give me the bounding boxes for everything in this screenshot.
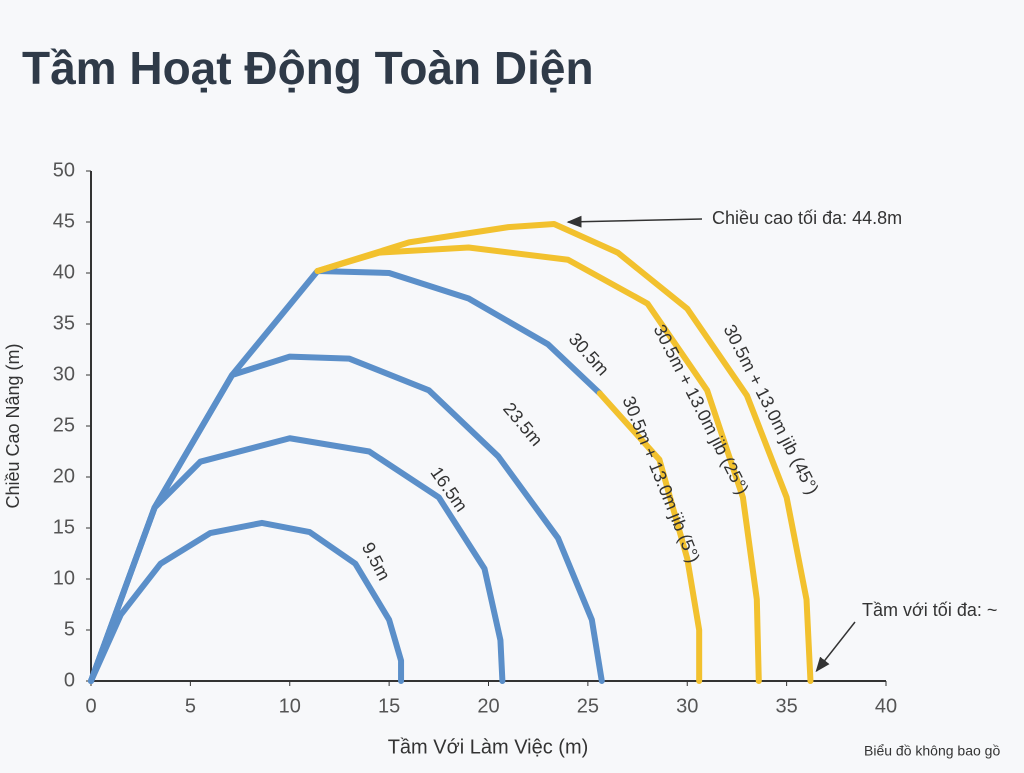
annotation-arrow <box>566 215 703 228</box>
y-tick-label: 0 <box>64 669 75 691</box>
x-tick-label: 30 <box>676 695 698 717</box>
y-tick-label: 10 <box>53 567 75 589</box>
x-tick-label: 25 <box>577 695 599 717</box>
x-tick-label: 40 <box>875 695 897 717</box>
x-tick-label: 20 <box>477 695 499 717</box>
y-tick-label: 20 <box>53 465 75 487</box>
series-label: 30.5m + 13.0m jib (5°) <box>619 393 704 565</box>
annotation: Chiều cao tối đa: 44.8m <box>712 208 902 228</box>
y-tick-label: 40 <box>53 261 75 283</box>
x-tick-label: 15 <box>378 695 400 717</box>
annotation: Tầm với tối đa: ~ <box>862 600 997 620</box>
y-tick-label: 30 <box>53 363 75 385</box>
series-line <box>88 353 605 684</box>
series-line <box>88 267 603 684</box>
series-label: 16.5m <box>426 463 471 515</box>
y-tick-label: 25 <box>53 414 75 436</box>
y-tick-label: 15 <box>53 516 75 538</box>
footnote: Biểu đồ không bao gồ <box>864 743 1000 759</box>
annotation-arrow <box>815 621 856 673</box>
series-label: 23.5m <box>499 399 546 450</box>
y-tick-label: 5 <box>64 618 75 640</box>
y-axis-label: Chiều Cao Nâng (m) <box>3 343 23 508</box>
x-tick-label: 5 <box>185 695 196 717</box>
series-line <box>88 435 506 684</box>
x-tick-label: 10 <box>279 695 301 717</box>
chart-title: Tầm Hoạt Động Toàn Diện <box>22 42 594 94</box>
series-line <box>314 221 814 684</box>
x-tick-label: 0 <box>85 695 96 717</box>
series-label: 30.5m <box>565 329 613 380</box>
x-tick-label: 35 <box>776 695 798 717</box>
series-line <box>596 390 703 684</box>
series-line <box>314 244 762 684</box>
y-tick-label: 45 <box>53 210 75 232</box>
series-line <box>88 519 405 684</box>
y-tick-label: 50 <box>53 159 75 181</box>
y-tick-label: 35 <box>53 312 75 334</box>
x-axis-label: Tầm Với Làm Việc (m) <box>388 736 589 758</box>
